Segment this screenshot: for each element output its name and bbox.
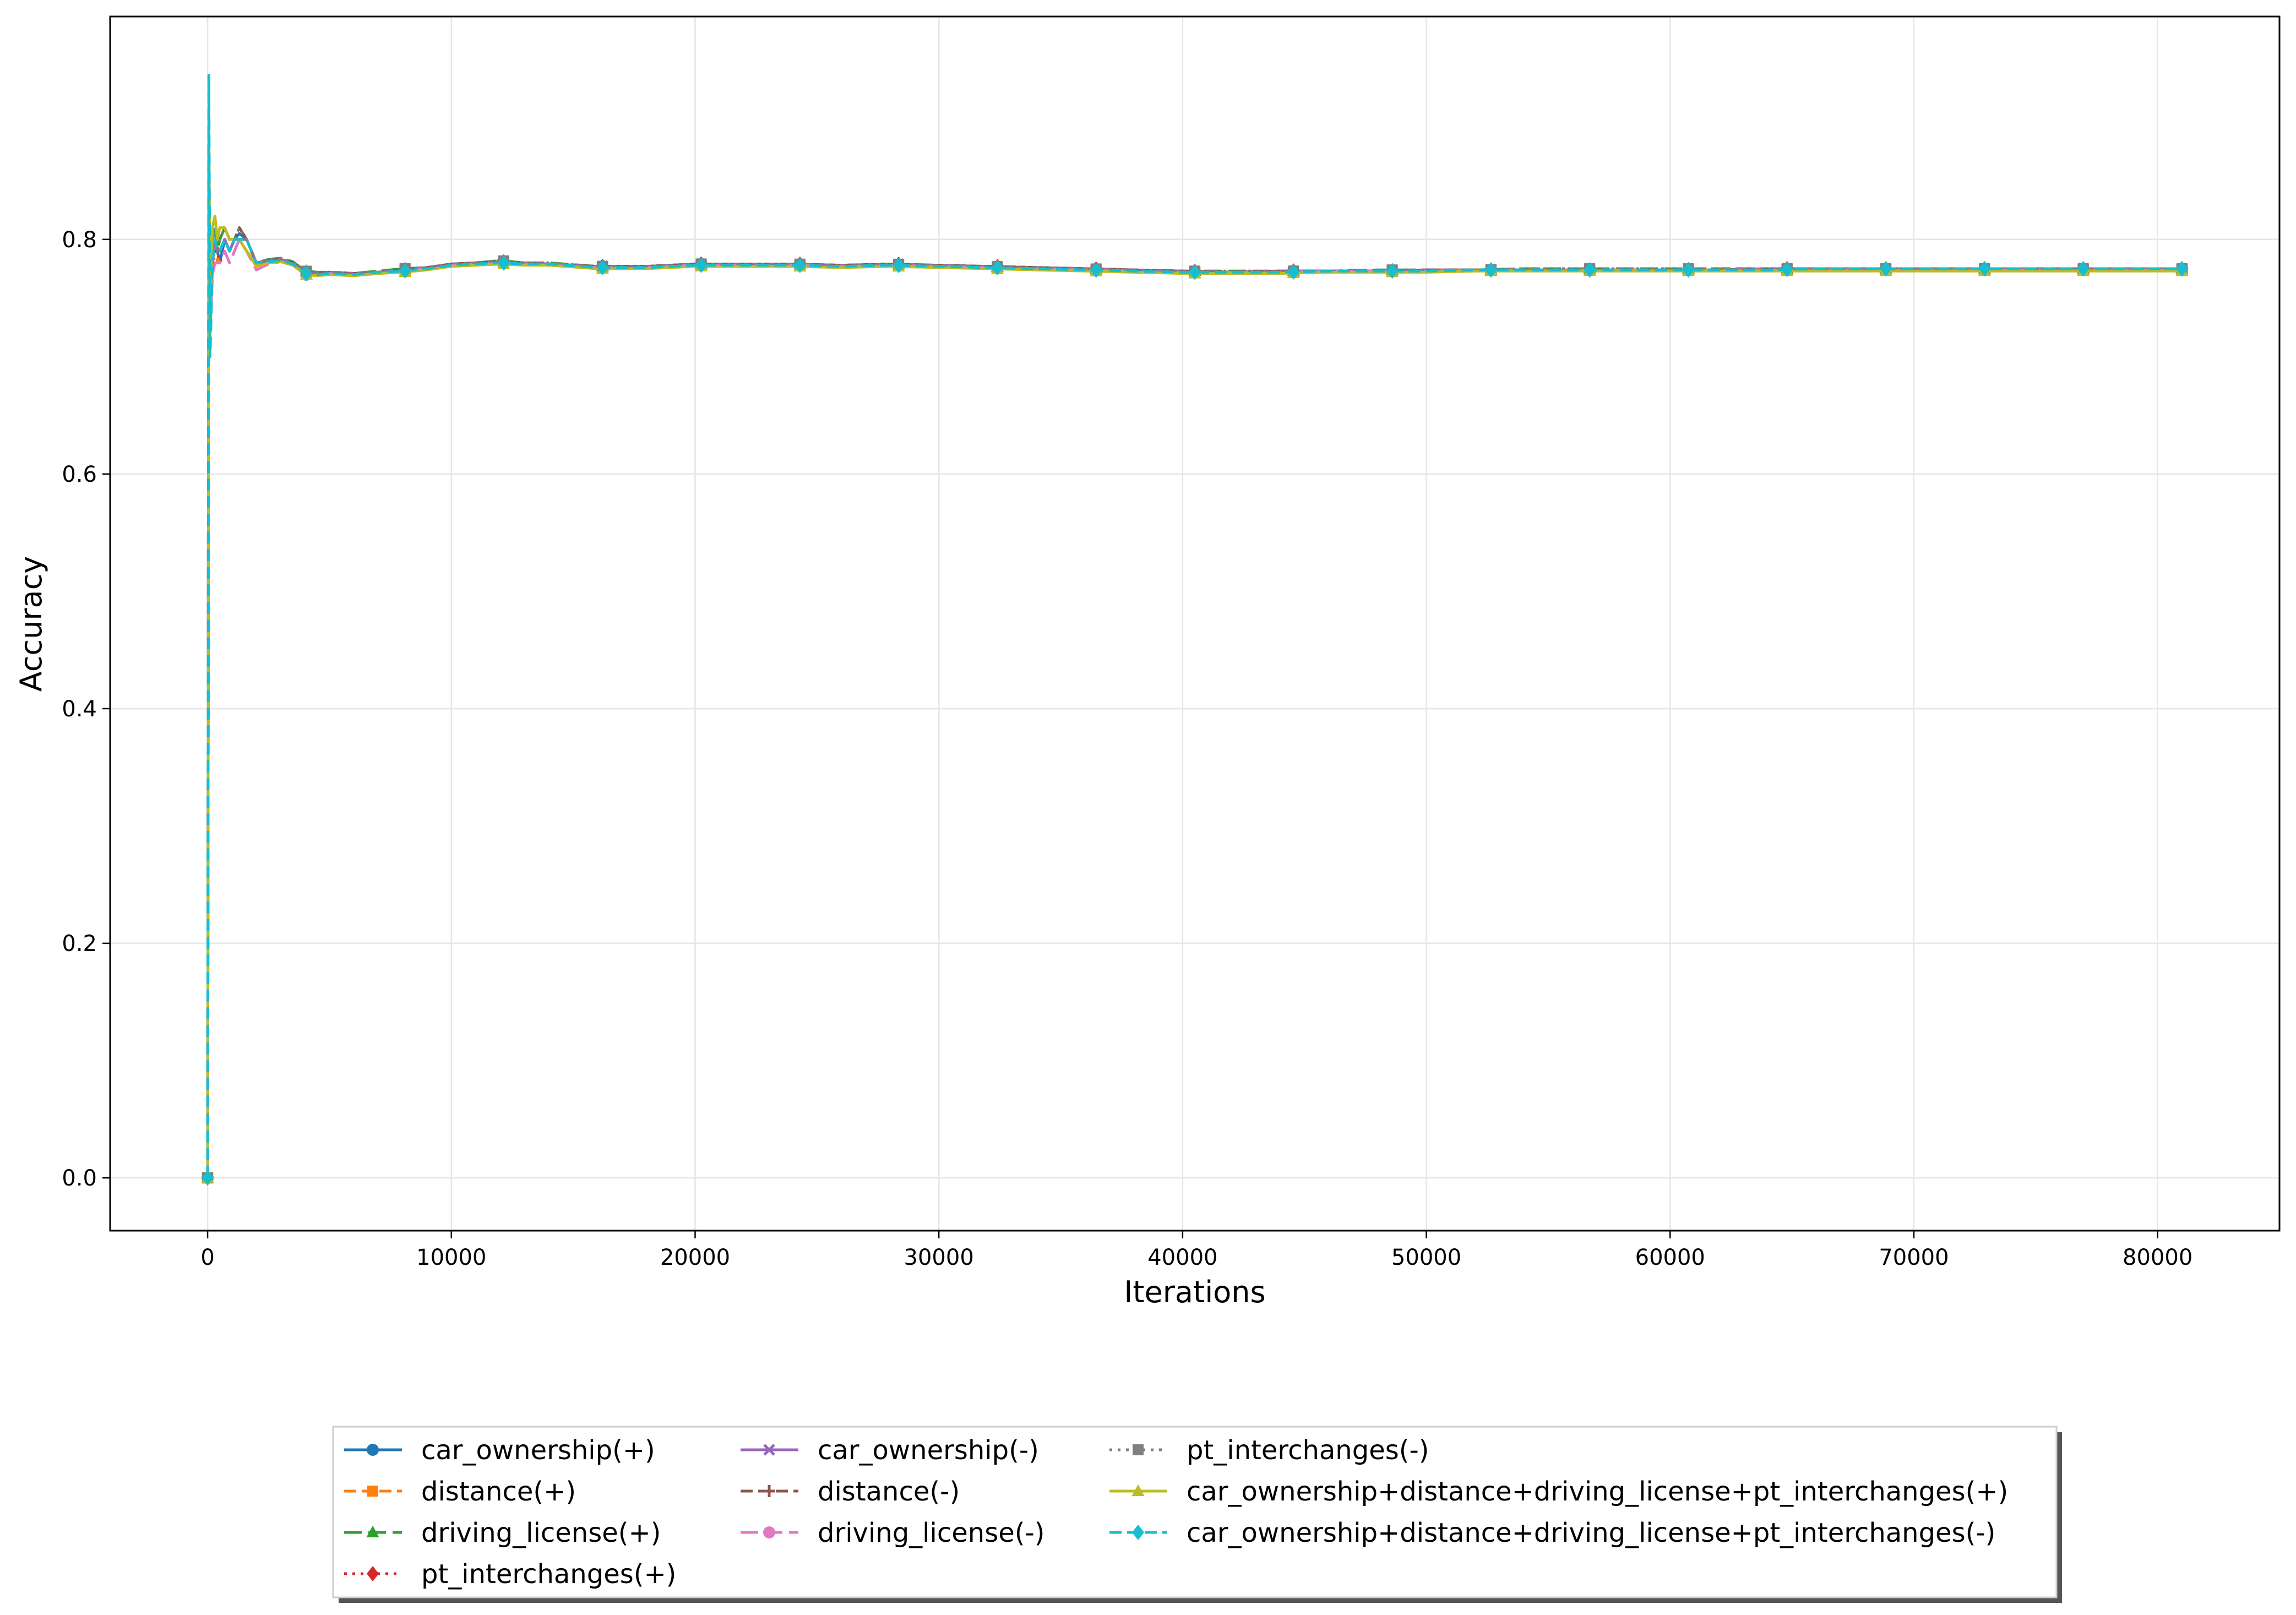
x-tick-label: 40000 [1147, 1245, 1217, 1270]
legend-marker [763, 1526, 775, 1538]
data-point [596, 259, 609, 275]
x-tick-label: 80000 [2123, 1245, 2192, 1270]
legend-marker [1131, 1484, 1145, 1496]
ticks: 0 10000 20000 30000 40000 50000 60000 70000 8000… [62, 227, 2192, 1270]
data-point [793, 257, 806, 273]
series-10 [202, 74, 2188, 1186]
series-line [206, 74, 2182, 1178]
y-tick-label: 0.4 [62, 697, 97, 722]
x-axis-label: Iterations [1124, 1275, 1265, 1309]
data-point [1584, 262, 1596, 278]
x-tick-label: 10000 [416, 1245, 486, 1270]
x-tick-label: 60000 [1635, 1245, 1705, 1270]
legend-item: car_ownership+distance+driving_license+p… [1109, 1518, 1995, 1548]
legend-label: car_ownership(-) [818, 1435, 1039, 1466]
y-tick-label: 0.0 [62, 1166, 97, 1191]
data-point [1189, 264, 1201, 280]
legend-label: distance(+) [421, 1476, 576, 1507]
x-tick-label: 50000 [1391, 1245, 1461, 1270]
y-tick-label: 0.2 [62, 931, 97, 956]
legend-marker [763, 1485, 775, 1497]
legend-marker [1132, 1525, 1144, 1540]
legend-label: car_ownership(+) [421, 1435, 655, 1466]
data-point [1978, 261, 1991, 277]
legend-item: car_ownership(-) [741, 1435, 1039, 1466]
data-point [695, 257, 708, 273]
data-point [399, 263, 411, 279]
data-point [1484, 262, 1497, 278]
legend: car_ownership(+) distance(+) driving_licen… [332, 1426, 2062, 1603]
y-tick-label: 0.6 [62, 462, 97, 487]
data-point [1090, 262, 1102, 278]
x-tick-label: 20000 [660, 1245, 730, 1270]
x-tick-label: 30000 [904, 1245, 974, 1270]
legend-label: driving_license(-) [818, 1518, 1045, 1548]
legend-label: pt_interchanges(+) [421, 1559, 676, 1590]
x-tick-label: 0 [200, 1245, 214, 1270]
legend-label: pt_interchanges(-) [1187, 1435, 1429, 1466]
legend-item: distance(-) [741, 1476, 960, 1507]
legend-item: car_ownership(+) [344, 1435, 655, 1466]
data-point [2077, 261, 2090, 277]
legend-marker [367, 1444, 379, 1456]
legend-item: distance(+) [344, 1476, 576, 1507]
legend-label: car_ownership+distance+driving_license+p… [1187, 1476, 2008, 1507]
grid [110, 17, 2279, 1231]
legend-label: distance(-) [818, 1476, 960, 1507]
data-point [202, 1170, 214, 1186]
data-point [2175, 261, 2188, 277]
legend-item: driving_license(+) [344, 1518, 661, 1548]
data-point [1682, 262, 1695, 278]
data-point [300, 265, 313, 281]
y-tick-label: 0.8 [62, 227, 97, 253]
legend-marker [367, 1566, 379, 1581]
legend-label: driving_license(+) [421, 1518, 661, 1548]
x-tick-label: 70000 [1879, 1245, 1949, 1270]
data-point [991, 260, 1004, 276]
legend-item: pt_interchanges(-) [1109, 1435, 1429, 1466]
legend-item: car_ownership+distance+driving_license+p… [1109, 1476, 2008, 1507]
legend-marker [1133, 1444, 1144, 1455]
series-group [201, 74, 2189, 1186]
data-point [1386, 263, 1399, 279]
plot-frame [109, 15, 2281, 1232]
legend-marker [366, 1525, 379, 1537]
y-axis-label: Accuracy [14, 556, 48, 692]
legend-box [332, 1426, 2058, 1598]
data-point [1781, 262, 1793, 278]
data-point [1880, 261, 1892, 277]
legend-item: pt_interchanges(+) [344, 1559, 676, 1590]
legend-label: car_ownership+distance+driving_license+p… [1187, 1518, 1995, 1548]
legend-marker [763, 1444, 775, 1456]
data-point [893, 258, 905, 274]
legend-marker [367, 1486, 378, 1497]
data-point [497, 255, 510, 271]
data-point [1287, 264, 1300, 280]
legend-item: driving_license(-) [741, 1518, 1045, 1548]
